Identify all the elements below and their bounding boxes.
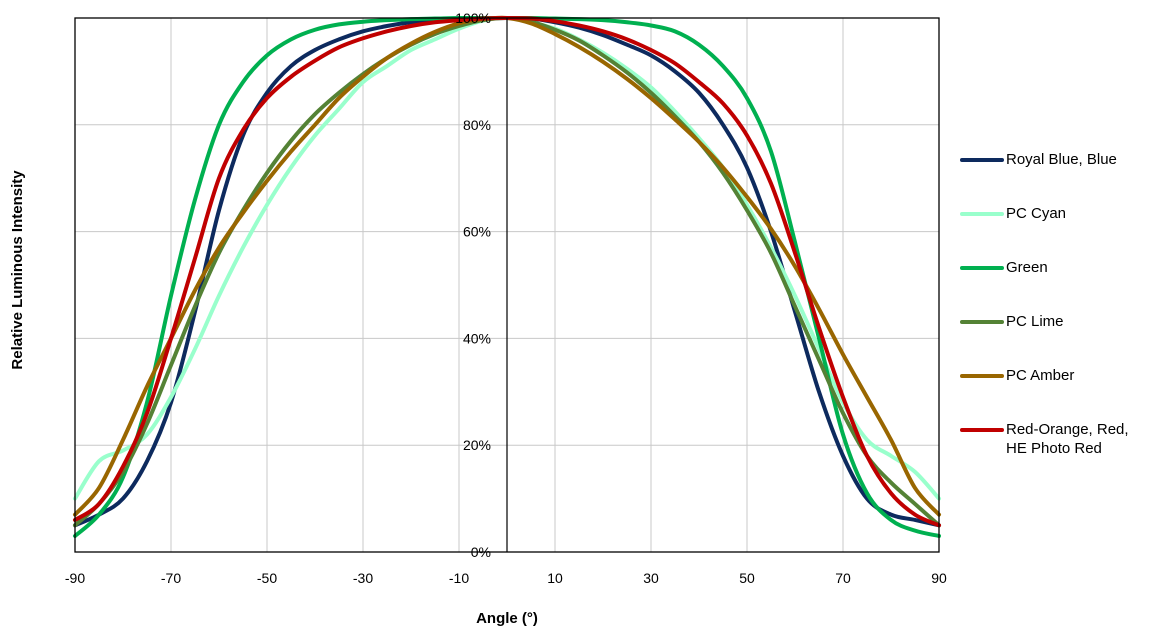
x-tick-label-1: -70	[161, 570, 181, 586]
x-tick-label-8: 70	[835, 570, 851, 586]
legend: Royal Blue, Blue PC Cyan Green PC Lime PC Am…	[960, 150, 1150, 474]
legend-label-1: PC Cyan	[1006, 205, 1067, 222]
legend-item-2: Green	[960, 258, 1150, 312]
x-axis-title: Angle (°)	[476, 610, 538, 627]
legend-label-3: PC Lime	[1006, 313, 1064, 330]
x-tick-label-7: 50	[739, 570, 755, 586]
x-tick-label-0: -90	[65, 570, 85, 586]
legend-label-2: Green	[1006, 259, 1048, 276]
x-tick-label-2: -50	[257, 570, 277, 586]
legend-item-1: PC Cyan	[960, 204, 1150, 258]
y-tick-label-1: 20%	[463, 437, 491, 453]
legend-swatch-2	[960, 266, 1004, 270]
x-tick-label-6: 30	[643, 570, 659, 586]
y-tick-label-5: 100%	[455, 10, 491, 26]
legend-label-5: Red-Orange, Red, HE Photo Red	[1006, 421, 1129, 457]
y-axis-title: Relative Luminous Intensity	[9, 170, 26, 370]
x-tick-label-4: -10	[449, 570, 469, 586]
legend-swatch-1	[960, 212, 1004, 216]
y-tick-label-3: 60%	[463, 224, 491, 240]
x-tick-label-5: 10	[547, 570, 563, 586]
y-tick-label-0: 0%	[471, 544, 491, 560]
legend-item-0: Royal Blue, Blue	[960, 150, 1150, 204]
x-tick-labels: -90 -70 -50 -30 -10 10 30 50 70 90	[65, 570, 947, 586]
legend-label-0: Royal Blue, Blue	[1006, 151, 1117, 168]
legend-item-3: PC Lime	[960, 312, 1150, 366]
y-tick-label-4: 80%	[463, 117, 491, 133]
legend-swatch-5	[960, 428, 1004, 432]
legend-label-4: PC Amber	[1006, 367, 1075, 384]
y-tick-label-2: 40%	[463, 330, 491, 346]
legend-item-5: Red-Orange, Red, HE Photo Red	[960, 420, 1150, 474]
x-tick-label-9: 90	[931, 570, 947, 586]
y-tick-labels: 0% 20% 40% 60% 80% 100%	[455, 10, 491, 560]
legend-swatch-3	[960, 320, 1004, 324]
x-tick-label-3: -30	[353, 570, 373, 586]
legend-swatch-4	[960, 374, 1004, 378]
legend-swatch-0	[960, 158, 1004, 162]
legend-item-4: PC Amber	[960, 366, 1150, 420]
